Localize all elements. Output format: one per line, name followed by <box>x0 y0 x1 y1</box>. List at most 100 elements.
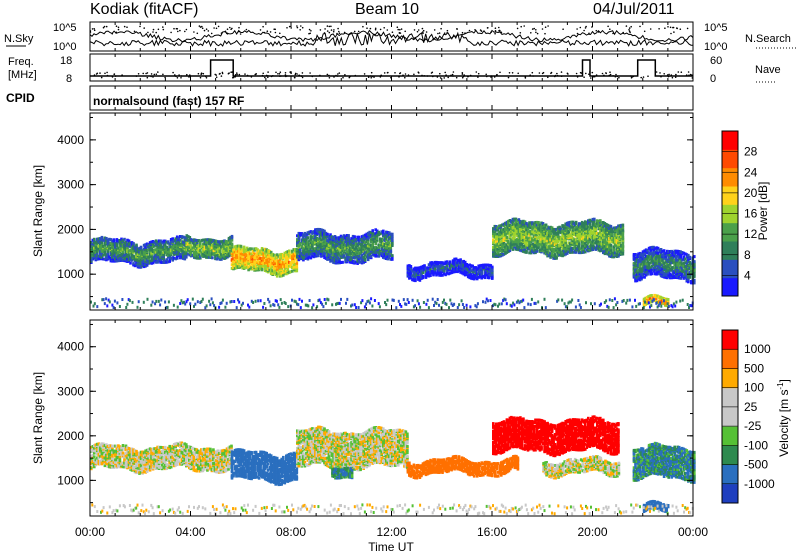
heatmap-cell <box>517 220 521 224</box>
heatmap-cell <box>351 234 355 238</box>
heatmap-cell <box>194 256 198 260</box>
heatmap-cell <box>549 252 552 256</box>
heatmap-cell <box>190 238 193 242</box>
heatmap-cell <box>123 237 126 241</box>
noise-dot <box>274 31 277 34</box>
heatmap-cell <box>535 247 539 251</box>
heatmap-cell <box>597 223 601 227</box>
heatmap-cell <box>454 268 458 272</box>
heatmap-cell <box>579 224 582 228</box>
heatmap-cell <box>106 242 110 246</box>
heatmap-cell <box>271 261 274 265</box>
nave-dot <box>145 72 147 75</box>
nave-dot <box>333 76 335 78</box>
heatmap-cell <box>248 252 252 256</box>
heatmap-cell <box>241 248 244 252</box>
noise-dot <box>117 26 120 29</box>
heatmap-cell <box>347 256 350 260</box>
heatmap-cell <box>522 226 525 230</box>
heatmap-cell <box>637 258 640 262</box>
heatmap-cell <box>463 272 467 276</box>
heatmap-cell <box>368 243 371 247</box>
heatmap-cell <box>265 248 268 252</box>
noise-dot <box>337 27 339 30</box>
heatmap-cell <box>199 249 202 253</box>
heatmap-cell <box>178 235 182 238</box>
heatmap-cell <box>602 228 605 232</box>
heatmap-cell <box>377 230 380 234</box>
heatmap-cell <box>525 222 528 225</box>
heatmap-cell <box>220 240 223 244</box>
nave-dot <box>632 75 635 78</box>
heatmap-cell <box>332 259 335 263</box>
heatmap-cell <box>323 247 326 251</box>
heatmap-cell <box>562 229 566 233</box>
heatmap-cell <box>544 223 548 227</box>
heatmap-cell <box>277 259 280 263</box>
heatmap-cell <box>266 264 270 268</box>
heatmap-cell <box>357 252 361 255</box>
heatmap-cell <box>177 252 180 256</box>
heatmap-cell <box>559 238 563 242</box>
heatmap-cell <box>457 269 461 273</box>
heatmap-cell <box>302 238 305 242</box>
heatmap-cell <box>582 240 585 244</box>
heatmap-cell <box>372 232 376 236</box>
heatmap-cell <box>136 252 140 256</box>
nave-dot <box>309 72 311 74</box>
heatmap-cell <box>573 228 576 232</box>
heatmap-cell <box>508 231 512 235</box>
heatmap-cell <box>546 231 549 235</box>
nave-dot <box>228 72 230 74</box>
heatmap-cell <box>94 250 98 254</box>
heatmap-cell <box>211 256 214 260</box>
heatmap-cell <box>495 235 498 238</box>
heatmap-cell <box>608 237 611 240</box>
heatmap-cell <box>335 238 338 242</box>
nave-dot <box>666 74 669 76</box>
nave-dot <box>556 72 558 75</box>
heatmap-cell <box>108 241 111 245</box>
heatmap-cell <box>305 250 308 254</box>
heatmap-cell <box>620 243 623 247</box>
heatmap-cell <box>550 238 554 242</box>
heatmap-cell <box>144 243 147 247</box>
heatmap-cell <box>187 235 190 239</box>
heatmap-cell <box>283 260 287 264</box>
heatmap-cell <box>320 233 323 237</box>
heatmap-cell <box>576 244 579 248</box>
nave-dot <box>279 71 282 73</box>
heatmap-cell <box>529 221 533 225</box>
heatmap-cell <box>632 271 636 275</box>
heatmap-cell <box>520 249 524 253</box>
nave-dot <box>647 75 649 77</box>
heatmap-cell <box>97 254 101 258</box>
heatmap-cell <box>311 245 314 249</box>
noise-dot <box>622 31 624 34</box>
heatmap-cell <box>292 248 296 252</box>
heatmap-cell <box>568 224 572 228</box>
heatmap-cell <box>163 239 167 243</box>
heatmap-cell <box>501 244 504 248</box>
nave-dot <box>342 76 344 79</box>
heatmap-cell <box>90 254 93 258</box>
heatmap-cell <box>588 230 592 233</box>
heatmap-cell <box>171 239 174 243</box>
heatmap-cell <box>562 245 566 249</box>
heatmap-cell <box>268 249 271 253</box>
heatmap-cell <box>617 243 620 247</box>
noise-dot <box>500 31 503 34</box>
heatmap-cell <box>344 256 347 260</box>
heatmap-cell <box>282 269 285 273</box>
heatmap-cell <box>291 249 294 253</box>
nave-dot <box>452 71 455 73</box>
heatmap-cell <box>377 243 380 247</box>
nave-dot <box>95 73 98 75</box>
heatmap-cell <box>114 242 117 245</box>
heatmap-cell <box>538 223 542 227</box>
heatmap-cell <box>297 250 301 254</box>
heatmap-cell <box>353 260 356 264</box>
heatmap-cell <box>363 257 367 261</box>
heatmap-cell <box>256 263 259 267</box>
